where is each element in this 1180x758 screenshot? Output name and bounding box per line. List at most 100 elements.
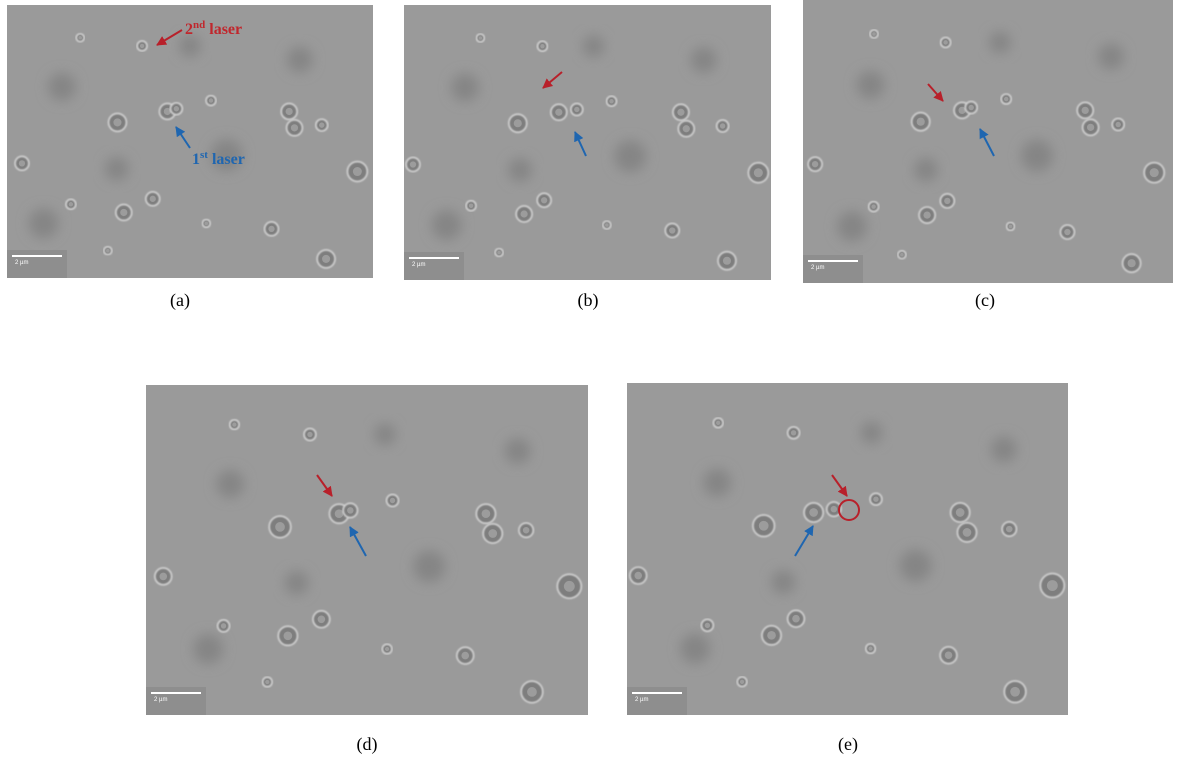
blur-spot — [216, 470, 244, 498]
panel-label: (d) — [357, 734, 378, 755]
micrograph-panel: 2 µm(b) — [404, 5, 771, 311]
cell-core — [318, 615, 326, 623]
cell-core — [479, 36, 483, 40]
blur-spot — [1021, 140, 1053, 172]
cell-core — [353, 167, 362, 176]
cell-core — [872, 32, 876, 36]
cell-core — [284, 631, 293, 640]
blur-spot — [861, 422, 883, 444]
cell-core — [944, 198, 950, 204]
cell-core — [1150, 168, 1159, 177]
panel-label: (e) — [838, 734, 858, 755]
cell-core — [150, 196, 156, 202]
cell-core — [791, 430, 796, 435]
cell-core — [1004, 97, 1009, 102]
cell-core — [265, 680, 269, 684]
cell-core — [347, 507, 354, 514]
cell-core — [322, 255, 330, 263]
cell-core — [677, 109, 684, 116]
micrograph: 2 µm — [803, 0, 1173, 283]
blur-spot — [285, 571, 309, 595]
micrograph-panel: 2 µm (d) — [146, 385, 588, 755]
cell-core — [555, 109, 562, 116]
blur-spot — [374, 424, 396, 446]
cell-core — [574, 107, 579, 112]
cell-core — [221, 623, 226, 628]
cell-core — [286, 108, 293, 115]
cell-core — [1087, 124, 1094, 131]
cell-core — [275, 522, 285, 532]
cell-core — [540, 44, 545, 49]
background — [627, 383, 1068, 715]
cell-core — [792, 615, 800, 623]
cell-core — [268, 226, 274, 232]
number: 1 — [192, 151, 200, 168]
blur-spot — [29, 208, 59, 238]
blur-spot — [991, 436, 1017, 462]
cell-core — [564, 581, 575, 592]
cell-core — [831, 506, 838, 513]
cell-core — [120, 209, 127, 216]
cell-core — [527, 687, 537, 697]
blur-spot — [432, 210, 462, 240]
cell-core — [812, 161, 818, 167]
cell-core — [113, 118, 121, 126]
cell-core — [482, 509, 491, 518]
micrograph-panel: 2 µm(e) — [627, 383, 1068, 755]
cell-core — [767, 631, 776, 640]
cell-core — [873, 496, 878, 501]
blur-spot — [287, 47, 313, 73]
cell-core — [923, 211, 930, 218]
blur-spot — [583, 35, 605, 57]
cell-core — [871, 204, 876, 209]
blur-spot — [508, 158, 532, 182]
panel-label: (a) — [170, 290, 190, 311]
scale-bar-label: 2 µm — [811, 265, 824, 271]
cell-core — [514, 119, 522, 127]
cell-core — [307, 432, 312, 437]
cell-core — [469, 203, 474, 208]
cell-core — [1128, 259, 1136, 267]
cell-core — [809, 508, 818, 517]
blur-spot — [179, 35, 201, 57]
number: 2 — [185, 21, 193, 38]
blur-spot — [771, 570, 795, 594]
cell-core — [945, 651, 953, 659]
cell-core — [963, 528, 972, 537]
blur-spot — [614, 140, 646, 172]
cell-core — [78, 36, 82, 40]
cell-core — [740, 680, 744, 684]
scale-bar-label: 2 µm — [15, 260, 28, 266]
blur-spot — [837, 211, 867, 241]
cell-core — [410, 161, 416, 167]
word: laser — [209, 21, 242, 38]
cell-core — [541, 197, 547, 203]
blur-spot — [451, 74, 479, 102]
scale-bar-label: 2 µm — [412, 262, 425, 268]
cell-core — [720, 123, 725, 128]
panels: 2 µm(a)2 µm(b)2 µm(c)2 µm(d)2 µm(e) — [7, 0, 1173, 755]
cell-core — [174, 106, 179, 111]
cell-core — [609, 99, 614, 104]
blur-spot — [413, 551, 445, 583]
page: 2 µm(a)2 µm(b)2 µm(c)2 µm(d)2 µm(e) 2ndl… — [0, 0, 1180, 758]
blur-spot — [505, 438, 531, 464]
micrograph-panel: 2 µm (a) — [7, 5, 373, 311]
blur-spot — [900, 550, 932, 582]
figure: 2 µm(a)2 µm(b)2 µm(c)2 µm(d)2 µm(e) 2ndl… — [0, 0, 1180, 758]
cell-core — [1047, 580, 1058, 591]
cell-core — [917, 118, 925, 126]
micrograph: 2 µm — [146, 385, 588, 715]
cell-core — [69, 202, 74, 207]
blur-spot — [914, 158, 938, 182]
cell-core — [497, 251, 501, 255]
cell-core — [1010, 687, 1020, 697]
cell-core — [521, 210, 528, 217]
cell-core — [705, 623, 710, 628]
cell-core — [19, 160, 25, 166]
cell-core — [634, 572, 642, 580]
cell-core — [605, 223, 609, 227]
blur-spot — [105, 157, 129, 181]
cell-core — [1009, 225, 1013, 229]
cell-core — [968, 105, 973, 110]
